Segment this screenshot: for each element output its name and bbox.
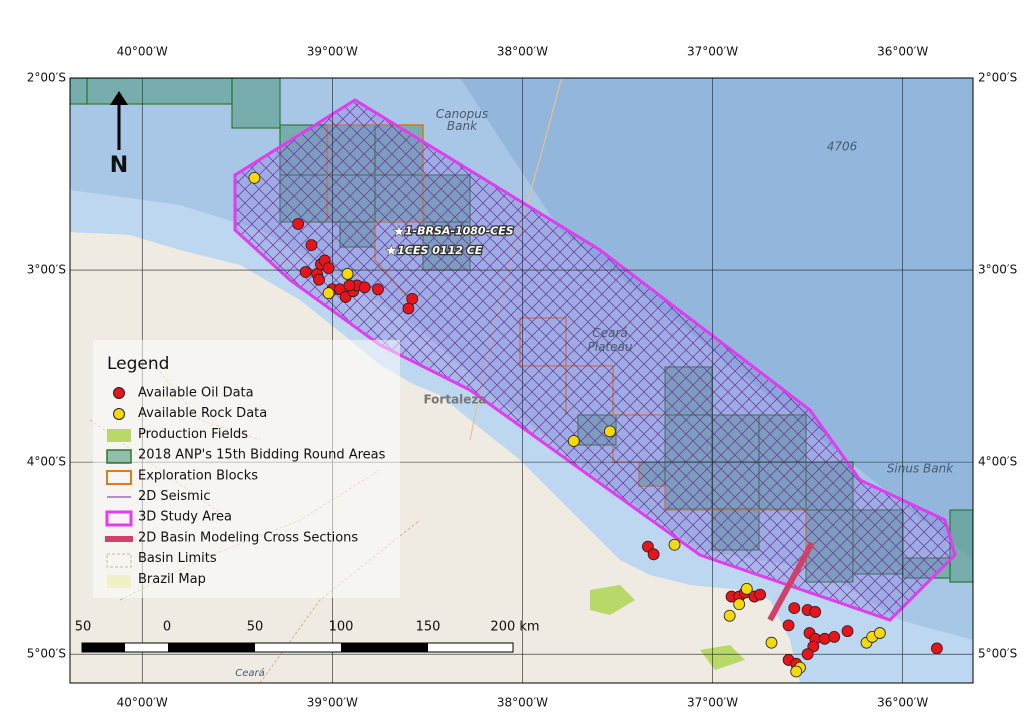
rock-point <box>248 171 261 184</box>
place-label: Bank <box>447 119 478 133</box>
production-field <box>700 645 745 670</box>
seismic-lines <box>235 100 955 620</box>
cross-section <box>767 541 815 622</box>
y-tick-label: 3°00′S <box>978 263 1017 277</box>
oil-point <box>818 632 831 645</box>
legend-label: 2D Seismic <box>138 489 210 504</box>
well <box>384 243 398 257</box>
scale-label: 0 <box>163 620 171 635</box>
rock-point <box>341 268 354 280</box>
rock-point <box>733 598 746 611</box>
x-tick-label: 40°00′W <box>117 696 168 710</box>
legend-label: 2018 ANP's 15th Bidding Round Areas <box>138 448 386 463</box>
oil-point <box>782 619 795 632</box>
rock-point <box>765 636 778 649</box>
legend-label: Brazil Map <box>138 572 206 587</box>
place-label: Canopus <box>436 107 488 121</box>
y-tick-label: 4°00′S <box>27 455 66 469</box>
oil-point <box>647 548 660 561</box>
oil-point <box>841 625 854 638</box>
rock-point <box>790 665 803 678</box>
legend-label: Available Oil Data <box>138 386 254 401</box>
rock-point <box>567 435 580 447</box>
legend-title: Legend <box>107 354 169 374</box>
well-label: 1CES 0112 CE <box>397 244 483 257</box>
x-tick-label: 39°00′W <box>307 696 358 710</box>
legend-label: 2D Basin Modeling Cross Sections <box>138 530 358 545</box>
place-label: 4706 <box>827 140 858 154</box>
scale-label: 100 <box>329 620 354 635</box>
oil-point <box>372 283 384 296</box>
x-tick-label: 40°00′W <box>117 45 168 59</box>
x-tick-label: 37°00′W <box>687 696 738 710</box>
north-arrow-head <box>110 91 128 105</box>
well <box>392 224 406 238</box>
y-tick-label: 2°00′S <box>27 71 66 85</box>
oil-point <box>292 218 305 230</box>
x-tick-label: 36°00′W <box>877 45 928 59</box>
oil-point <box>788 602 801 614</box>
rock-point <box>723 609 736 622</box>
map-frame <box>69 77 974 684</box>
oil-point <box>358 281 371 294</box>
scale-bar <box>81 642 514 653</box>
scale-label: 150 <box>416 620 441 635</box>
y-tick-label: 4°00′S <box>978 455 1017 469</box>
oil-point <box>930 642 943 655</box>
legend-label: Production Fields <box>138 427 248 442</box>
oil-point <box>343 279 356 292</box>
rock-point <box>740 582 753 595</box>
scale-label: 200 km <box>490 620 539 635</box>
y-tick-label: 2°00′S <box>978 71 1017 85</box>
map-area: Canopus Bank 4706 Ceará Plateau Fortaleza … <box>70 78 973 683</box>
legend-label: Exploration Blocks <box>138 468 258 483</box>
x-tick-label: 36°00′W <box>877 696 928 710</box>
legend-box <box>93 340 400 598</box>
legend-label: 3D Study Area <box>138 510 232 525</box>
oil-point <box>809 606 822 618</box>
y-tick-label: 3°00′S <box>27 263 66 277</box>
rock-point <box>668 538 681 551</box>
oil-point <box>299 266 312 278</box>
legend-label: Available Rock Data <box>138 406 267 421</box>
oil-point <box>313 273 325 286</box>
oil-point <box>402 302 415 315</box>
x-tick-label: 38°00′W <box>497 45 548 59</box>
study-area <box>233 98 957 622</box>
place-label: Ceará <box>235 667 265 679</box>
scale-label: 50 <box>247 620 264 635</box>
y-tick-label: 5°00′S <box>27 647 66 661</box>
x-tick-label: 38°00′W <box>497 696 548 710</box>
production-field <box>590 585 635 615</box>
well-label: 1-BRSA-1080-CES <box>405 225 514 238</box>
place-label: Ceará <box>592 326 627 340</box>
x-tick-label: 39°00′W <box>307 45 358 59</box>
place-label: Sinus Bank <box>887 462 954 476</box>
oil-point <box>322 262 335 275</box>
oil-point <box>828 631 841 643</box>
legend-symbols <box>105 387 133 588</box>
oil-point <box>801 648 814 661</box>
rock-point <box>603 425 616 438</box>
place-label: Canopus Bank <box>436 107 488 133</box>
rock-point <box>322 287 335 300</box>
legend-label: Basin Limits <box>138 551 217 566</box>
deep-ocean <box>460 78 973 560</box>
north-label: N <box>110 153 128 178</box>
oil-point <box>305 239 318 251</box>
rock-point <box>873 627 886 639</box>
place-label: Plateau <box>588 340 633 354</box>
scale-label: 50 <box>75 620 92 635</box>
y-tick-label: 5°00′S <box>978 647 1017 661</box>
oil-point <box>754 588 766 601</box>
x-tick-label: 37°00′W <box>687 45 738 59</box>
place-label: Ceará Plateau <box>588 326 633 354</box>
city-label: Fortaleza <box>423 393 486 407</box>
